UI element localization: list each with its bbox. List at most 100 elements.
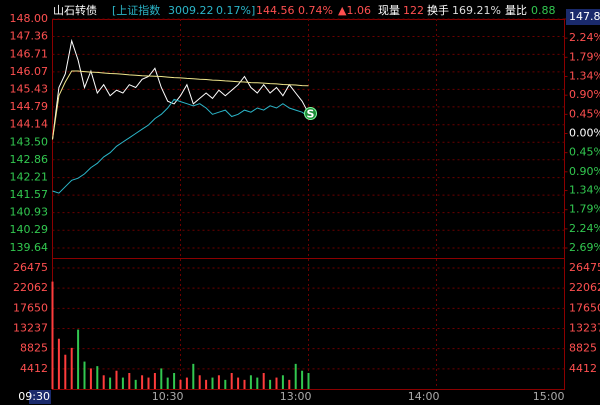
volume-bar: [128, 373, 131, 389]
volume-bar: [237, 377, 240, 389]
y2-tick-label: 2.24%: [569, 31, 600, 44]
volume-bar: [224, 379, 227, 389]
cursor-box: [566, 9, 600, 25]
index-change: 0.17%]: [216, 4, 255, 17]
volume-tick-label: 17650: [13, 301, 48, 314]
y2-tick-label: 0.45%: [569, 107, 600, 120]
volume-bar: [134, 379, 137, 389]
y-tick-label: 144.79: [10, 100, 49, 113]
y-tick-label: 141.57: [10, 188, 49, 201]
x-tick-label: 10:30: [152, 390, 184, 403]
volume-bar: [211, 377, 214, 389]
volume-bar: [109, 377, 112, 389]
y-tick-label: 146.71: [10, 47, 49, 60]
turnover-label: 换手: [427, 3, 449, 17]
security-name: 山石转债: [53, 3, 97, 17]
y2-tick-label: 0.00%: [569, 127, 600, 140]
volume-bar: [115, 370, 118, 389]
price: 144.56: [256, 4, 295, 17]
volume-bar: [198, 375, 201, 389]
volume-tick-label-right: 26475: [569, 261, 600, 274]
y-tick-label: 140.93: [10, 206, 49, 219]
volume-tick-label-right: 8825: [569, 342, 597, 355]
volume-tick-label-right: 13237: [569, 322, 600, 335]
volume-bar: [70, 347, 73, 389]
volume-bar: [179, 379, 182, 389]
time-box: [29, 390, 51, 404]
series-line: [52, 98, 309, 194]
x-tick-label: 15:00: [533, 390, 565, 403]
vol: 122: [403, 4, 424, 17]
y2-tick-label: 2.69%: [569, 241, 600, 254]
marker-badge: [304, 106, 317, 120]
x-tick-label: 09:30: [18, 390, 50, 403]
volume-bar: [301, 370, 304, 389]
volume-tick-label-right: 17650: [569, 301, 600, 314]
volume-bar: [192, 363, 195, 389]
volume-tick-label: 22062: [13, 281, 48, 294]
volume-tick-label: 26475: [13, 261, 48, 274]
y-tick-label: 144.14: [10, 118, 49, 131]
volume-bar: [153, 373, 156, 389]
y-tick-label: 147.36: [10, 30, 49, 43]
x-tick-label: 14:00: [408, 390, 440, 403]
cursor-label: 147.8: [569, 10, 600, 23]
vol-label: 现量: [378, 4, 400, 17]
volume-tick-label: 13237: [13, 322, 48, 335]
volume-bar: [217, 375, 220, 389]
index-name: [上证指数: [112, 3, 160, 17]
y2-tick-label: 1.34%: [569, 69, 600, 82]
volume-bar: [249, 375, 252, 389]
volume-bar: [243, 379, 246, 389]
y2-tick-label: 0.45%: [569, 146, 600, 159]
volume-tick-label-right: 4412: [569, 362, 597, 375]
volume-bar: [64, 354, 67, 389]
y2-tick-label: 0.90%: [569, 165, 600, 178]
y-tick-label: 143.50: [10, 135, 49, 148]
header: 山石转债 [上证指数 3009.22 0.17%] 144.56 0.74% ▲…: [53, 3, 556, 17]
y-tick-label: 146.07: [10, 65, 49, 78]
marker-label: S: [307, 107, 315, 120]
volume-bar: [166, 377, 169, 389]
volume-bar: [89, 368, 92, 389]
turnover: 169.21%: [452, 4, 501, 17]
volume-bar: [230, 373, 233, 389]
y-tick-label: 142.21: [10, 171, 49, 184]
volume-bar: [141, 375, 144, 389]
marks: S: [51, 38, 317, 389]
volume-bar: [121, 377, 124, 389]
y2-tick-label: 0.90%: [569, 88, 600, 101]
y-tick-label: 148.00: [10, 12, 49, 25]
volume-bar: [57, 338, 60, 389]
volume-tick-label-right: 22062: [569, 281, 600, 294]
volume-tick-label: 8825: [20, 342, 48, 355]
volume-bar: [173, 373, 176, 389]
volume-bar: [307, 373, 310, 389]
volume-bar: [77, 329, 80, 389]
y-tick-label: 142.86: [10, 153, 49, 166]
volume-bar: [269, 379, 272, 389]
y2-tick-label: 1.79%: [569, 203, 600, 216]
volume-tick-label: 4412: [20, 362, 48, 375]
volume-bar: [96, 366, 99, 389]
y-tick-label: 140.29: [10, 223, 49, 236]
series-line: [52, 70, 309, 140]
volume-bar: [294, 363, 297, 389]
y2-tick-label: 2.24%: [569, 222, 600, 235]
change: ▲1.06: [338, 4, 371, 17]
volume-bar: [185, 377, 188, 389]
volume-bar: [51, 281, 54, 389]
y2-tick-label: 1.34%: [569, 184, 600, 197]
volume-bar: [205, 379, 208, 389]
volume-bar: [147, 377, 150, 389]
volume-bar: [262, 373, 265, 389]
ratio: 0.88: [531, 4, 556, 17]
volume-bar: [288, 379, 291, 389]
ratio-label: 量比: [505, 4, 527, 17]
volume-bar: [83, 361, 86, 389]
labels: 148.00 147.36 146.71 146.07 145.43 144.79 144.…: [10, 9, 600, 404]
index-value: 3009.22: [168, 4, 214, 17]
volume-bar: [275, 377, 278, 389]
y2-tick-label: 1.79%: [569, 50, 600, 63]
